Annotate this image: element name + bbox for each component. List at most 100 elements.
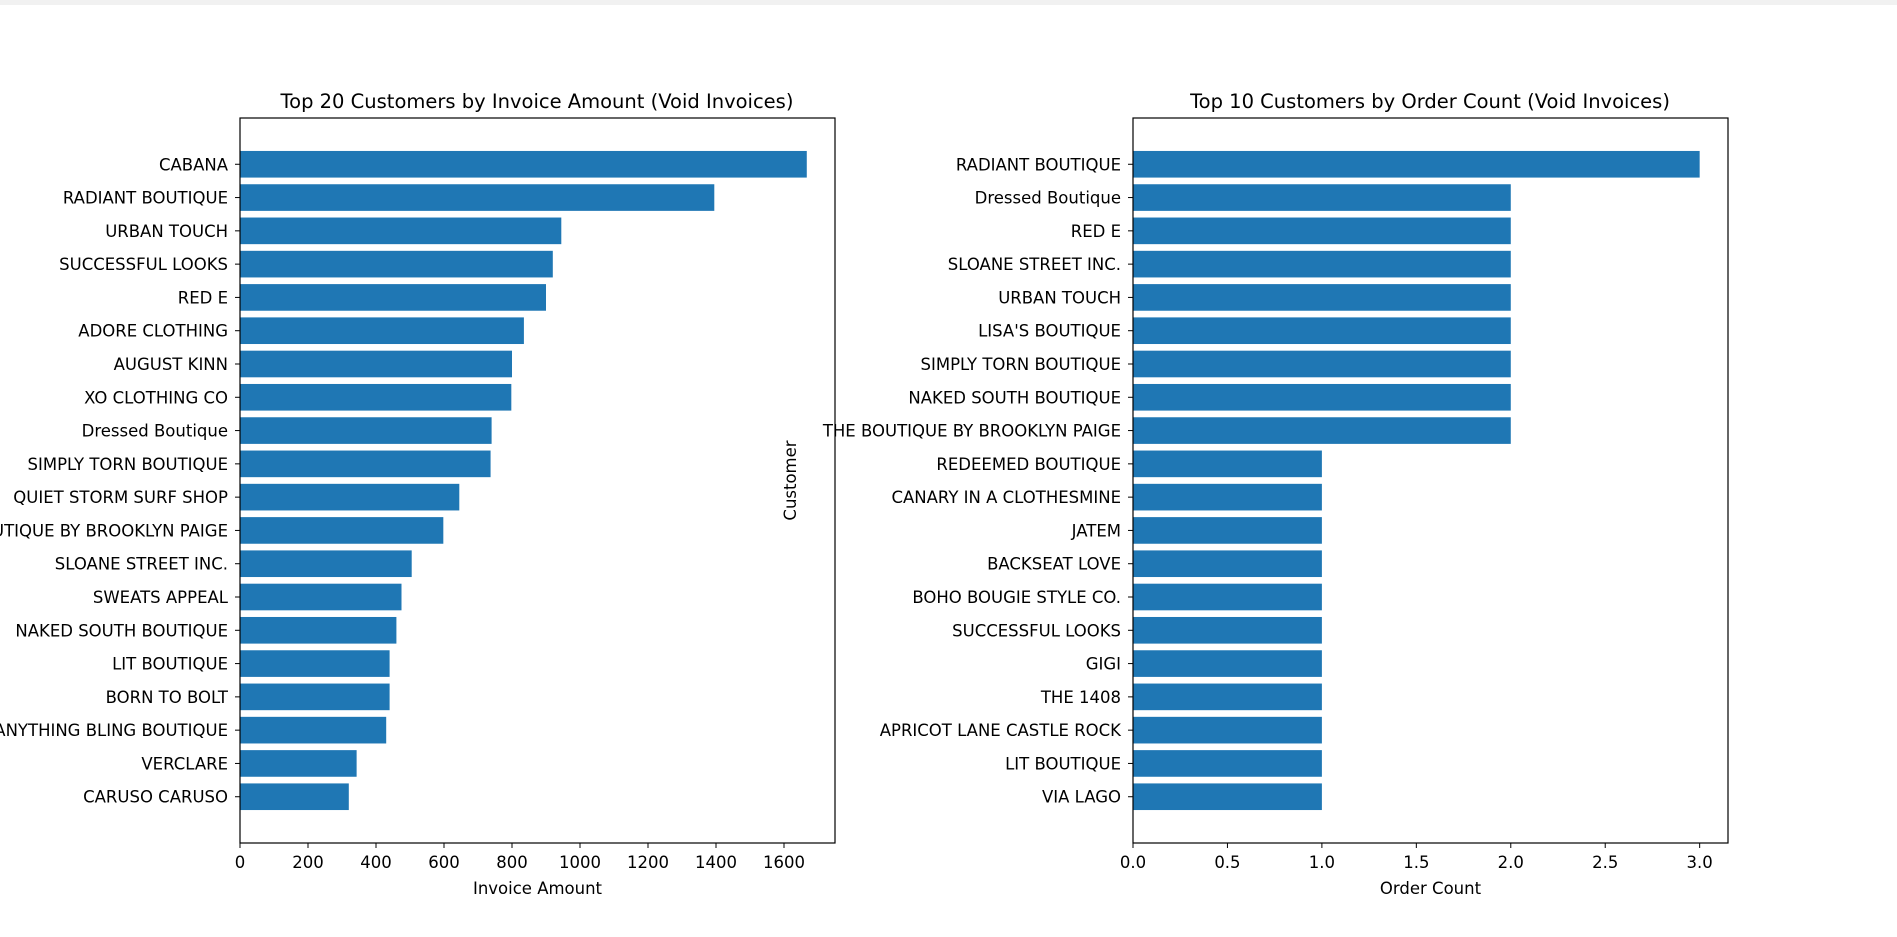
y-tick-label: SLOANE STREET INC.	[948, 255, 1121, 274]
bar	[240, 483, 460, 511]
bar	[1133, 483, 1322, 511]
x-tick-label: 1400	[695, 853, 737, 872]
bar	[1133, 250, 1511, 278]
y-tick-label: VIA LAGO	[1042, 788, 1121, 807]
y-tick-label: URBAN TOUCH	[105, 222, 228, 241]
bar	[1133, 150, 1700, 178]
y-tick-label: SUCCESSFUL LOOKS	[952, 621, 1121, 640]
bar	[1133, 683, 1322, 711]
y-axis-label: Customer	[781, 440, 800, 520]
bar	[240, 750, 357, 777]
bar	[240, 683, 390, 711]
bar	[1133, 550, 1322, 578]
chart-title: Top 20 Customers by Invoice Amount (Void…	[280, 90, 794, 113]
y-tick-label: LISA'S BOUTIQUE	[978, 322, 1121, 341]
y-tick-label: BORN TO BOLT	[106, 688, 229, 707]
bar	[1133, 450, 1322, 478]
y-tick-label: CANARY IN A CLOTHESMINE	[891, 488, 1121, 507]
chart-invoice-amount: Top 20 Customers by Invoice Amount (Void…	[0, 90, 836, 898]
bar	[240, 383, 512, 411]
y-tick-label: CARUSO CARUSO	[83, 788, 228, 807]
bar	[240, 417, 492, 444]
y-tick-label: JATEM	[1071, 521, 1121, 540]
bar	[1133, 284, 1511, 311]
y-tick-label: GIGI	[1086, 655, 1121, 674]
y-tick-label: BOHO BOUGIE STYLE CO.	[912, 588, 1121, 607]
bar	[240, 583, 402, 611]
x-tick-label: 2.0	[1498, 853, 1524, 872]
y-tick-label: ADORE CLOTHING	[78, 322, 228, 341]
bar	[1133, 417, 1511, 444]
x-tick-label: 0.0	[1120, 853, 1146, 872]
bar	[240, 350, 512, 378]
y-tick-label: RED E	[1071, 222, 1121, 241]
y-tick-label: LIT BOUTIQUE	[112, 655, 228, 674]
y-tick-label: RADIANT BOUTIQUE	[63, 189, 228, 208]
bar	[240, 450, 491, 478]
y-tick-label: SIMPLY TORN BOUTIQUE	[921, 355, 1122, 374]
x-tick-label: 1.0	[1309, 853, 1335, 872]
y-tick-label: SIMPLY TORN BOUTIQUE	[28, 455, 229, 474]
plot-frame	[1132, 117, 1729, 844]
x-ticks-group: 0.0 0.5 1.0 1.5 2.0 2.5 3.0	[1120, 843, 1713, 872]
bar	[1133, 616, 1322, 644]
bar	[240, 150, 807, 178]
bar	[240, 650, 390, 677]
y-tick-label: RED E	[178, 288, 228, 307]
chart-order-count: Top 10 Customers by Order Count (Void In…	[781, 90, 1729, 898]
bar	[1133, 317, 1511, 345]
x-tick-label: 1600	[763, 853, 805, 872]
bar	[1133, 583, 1322, 611]
y-tick-label: Dressed Boutique	[975, 189, 1121, 208]
y-tick-label: SLOANE STREET INC.	[55, 555, 228, 574]
x-tick-label: 1.5	[1403, 853, 1429, 872]
bars-group	[240, 150, 807, 811]
bar	[240, 716, 387, 744]
y-tick-label: VERCLARE	[141, 754, 228, 773]
y-tick-label: APRICOT LANE CASTLE ROCK	[880, 721, 1122, 740]
x-tick-label: 0.5	[1214, 853, 1240, 872]
bar	[1133, 184, 1511, 211]
bar	[240, 184, 715, 211]
y-tick-label: THE BOUTIQUE BY BROOKLYN PAIGE	[822, 422, 1121, 441]
y-tick-label: REDEEMED BOUTIQUE	[936, 455, 1121, 474]
y-tick-label: CABANA	[159, 155, 229, 174]
window-top-strip	[0, 0, 1897, 5]
bar	[1133, 350, 1511, 378]
y-tick-label: QUIET STORM SURF SHOP	[13, 488, 228, 507]
bar	[240, 517, 444, 544]
y-tick-label: XO CLOTHING CO	[84, 388, 228, 407]
x-tick-label: 0	[235, 853, 246, 872]
x-tick-label: 600	[428, 853, 460, 872]
y-tick-label: URBAN TOUCH	[998, 288, 1121, 307]
bars-group	[1133, 150, 1700, 811]
bar	[1133, 517, 1322, 544]
y-tick-label: SUCCESSFUL LOOKS	[59, 255, 228, 274]
bar	[240, 284, 546, 311]
y-ticks-group: CABANA RADIANT BOUTIQUE URBAN TOUCH SUCCESS…	[0, 155, 240, 807]
plot-frame	[239, 117, 836, 844]
y-tick-label: THE BOUTIQUE BY BROOKLYN PAIGE	[0, 521, 228, 540]
x-tick-label: 3.0	[1687, 853, 1713, 872]
bar	[1133, 217, 1511, 245]
x-ticks-group: 0 200 400 600 800 1000 1200 1400 1600	[235, 843, 805, 872]
bar	[1133, 750, 1322, 777]
y-tick-label: NAKED SOUTH BOUTIQUE	[15, 621, 228, 640]
x-axis-label: Invoice Amount	[473, 879, 603, 898]
y-tick-label: AUGUST KINN	[114, 355, 228, 374]
y-tick-label: NAKED SOUTH BOUTIQUE	[908, 388, 1121, 407]
bar	[1133, 650, 1322, 677]
y-ticks-group: RADIANT BOUTIQUE Dressed Boutique RED E SLO…	[822, 155, 1133, 807]
x-tick-label: 400	[360, 853, 392, 872]
bar	[240, 783, 349, 811]
bar	[240, 217, 562, 245]
x-tick-label: 1200	[627, 853, 669, 872]
x-tick-label: 800	[496, 853, 528, 872]
bar	[240, 550, 412, 578]
x-tick-label: 200	[292, 853, 324, 872]
y-tick-label: Dressed Boutique	[82, 422, 228, 441]
y-tick-label: RADIANT BOUTIQUE	[956, 155, 1121, 174]
y-tick-label: ANYTHING BLING BOUTIQUE	[0, 721, 228, 740]
bar	[240, 317, 524, 345]
